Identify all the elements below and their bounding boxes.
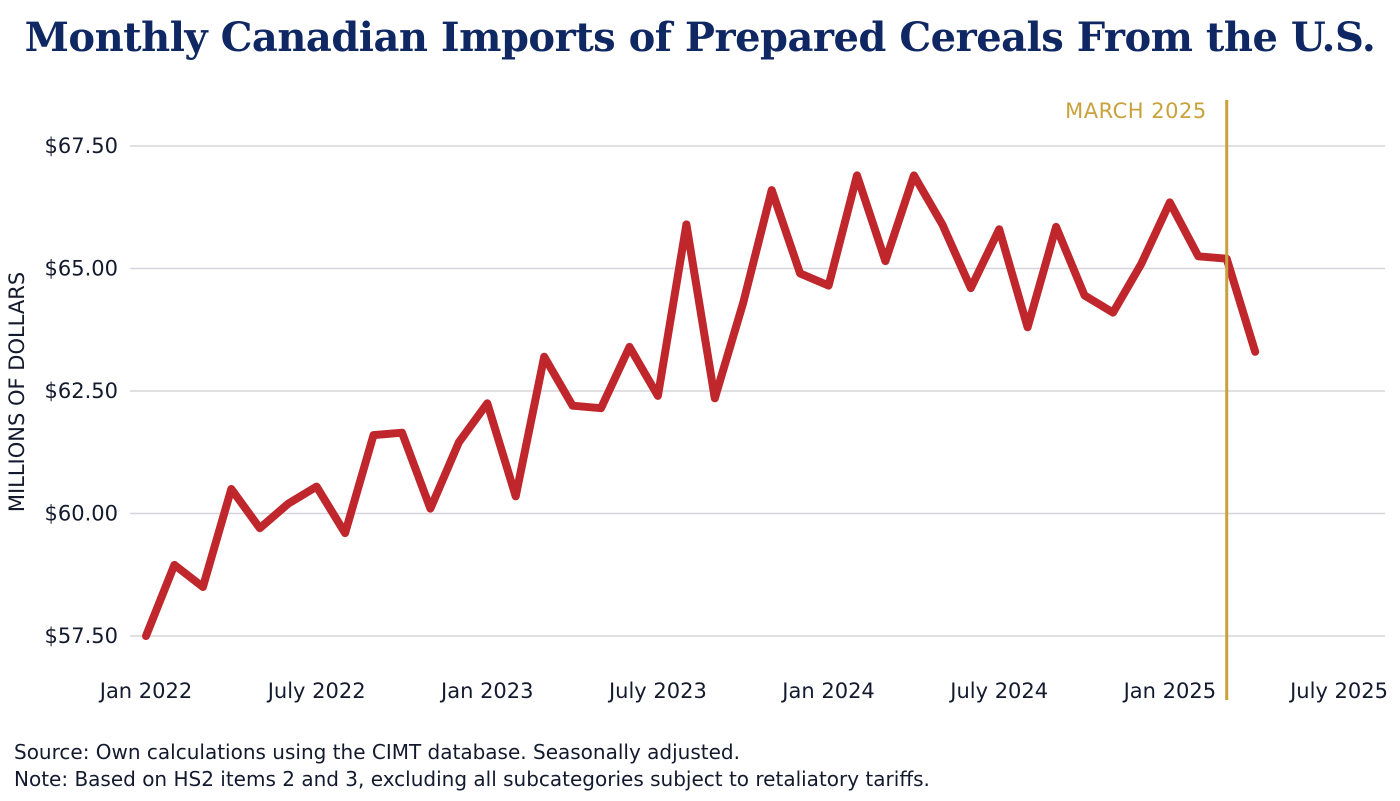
tariff-note: Note: Based on HS2 items 2 and 3, exclud… — [14, 767, 930, 791]
source-note: Source: Own calculations using the CIMT … — [14, 740, 740, 764]
x-tick-label: July 2024 — [948, 679, 1048, 703]
x-tick-label: July 2025 — [1288, 679, 1388, 703]
x-tick-label: July 2023 — [607, 679, 707, 703]
x-tick-label: Jan 2022 — [98, 679, 193, 703]
page-title: Monthly Canadian Imports of Prepared Cer… — [24, 14, 1376, 61]
x-tick-label: Jan 2024 — [780, 679, 875, 703]
march-2025-label: MARCH 2025 — [1065, 99, 1207, 123]
x-tick-label: Jan 2023 — [439, 679, 534, 703]
series-layer — [142, 171, 1260, 640]
series-line — [142, 171, 1260, 640]
y-tick-label: $57.50 — [45, 624, 118, 648]
x-tick-label: Jan 2025 — [1122, 679, 1217, 703]
grid-lines — [130, 145, 1385, 637]
y-tick-label: $67.50 — [45, 134, 118, 158]
annotation-layer: MARCH 2025 — [1065, 99, 1229, 700]
y-axis-label: MILLIONS OF DOLLARS — [5, 272, 29, 512]
y-tick-label: $65.00 — [45, 257, 118, 281]
y-tick-label: $60.00 — [45, 502, 118, 526]
y-tick-label: $62.50 — [45, 379, 118, 403]
y-axis-ticks: $57.50 $60.00 $62.50 $65.00 $67.50 — [45, 134, 118, 648]
x-axis-ticks: Jan 2022 July 2022 Jan 2023 July 2023 Jan 20… — [98, 679, 1388, 703]
x-tick-label: July 2022 — [266, 679, 366, 703]
